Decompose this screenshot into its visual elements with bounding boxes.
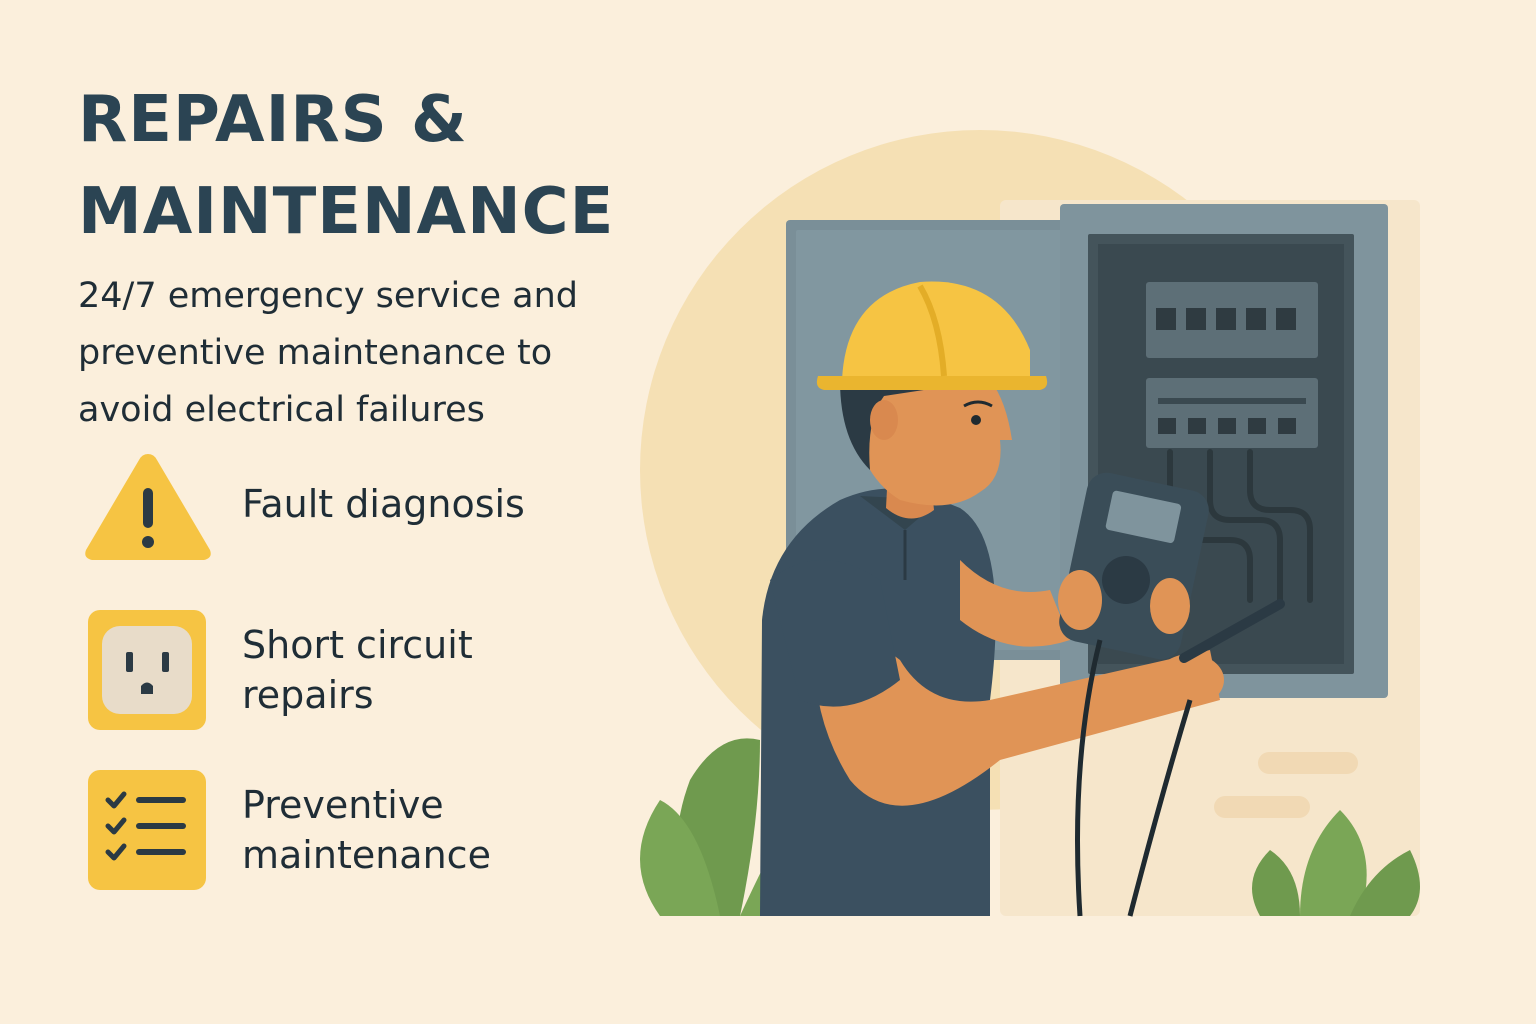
feature-label-line-1: Short circuit (242, 623, 473, 667)
page-title-line-2: MAINTENANCE (78, 175, 615, 249)
feature-label-line-2: repairs (242, 673, 374, 717)
right-plant (1252, 810, 1420, 916)
feature-label: Fault diagnosis (242, 479, 525, 529)
page-title: REPAIRS & MAINTENANCE (78, 74, 614, 258)
feature-label: Short circuit repairs (242, 620, 473, 720)
service-description-line-2: preventive maintenance to (78, 333, 553, 373)
feature-preventive-maintenance: Preventive maintenance (80, 768, 491, 892)
feature-short-circuit-repairs: Short circuit repairs (80, 608, 473, 732)
feature-label-line-1: Preventive (242, 783, 444, 827)
service-description-line-3: avoid electrical failures (78, 390, 485, 430)
electrician-illustration (620, 120, 1440, 920)
service-description-line-1: 24/7 emergency service and (78, 276, 579, 316)
feature-label-line-1: Fault diagnosis (242, 482, 525, 526)
warning-icon (80, 442, 216, 566)
feature-label-line-2: maintenance (242, 833, 491, 877)
checklist-icon (80, 768, 216, 892)
page-title-line-1: REPAIRS & (78, 83, 468, 157)
service-description: 24/7 emergency service and preventive ma… (78, 268, 578, 439)
power-outlet-icon (80, 608, 216, 732)
feature-fault-diagnosis: Fault diagnosis (80, 442, 525, 566)
feature-label: Preventive maintenance (242, 780, 491, 880)
